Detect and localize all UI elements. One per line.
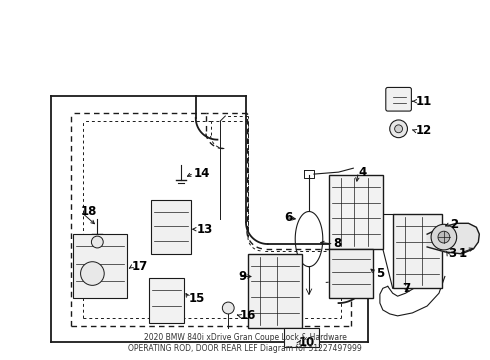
- Bar: [149, 278, 184, 323]
- Bar: [329, 249, 373, 298]
- Bar: [248, 254, 302, 328]
- Text: 6: 6: [284, 211, 293, 224]
- Text: 1: 1: [459, 247, 467, 260]
- Circle shape: [80, 262, 104, 285]
- Text: 11: 11: [416, 95, 432, 108]
- Text: 7: 7: [402, 282, 411, 295]
- Circle shape: [394, 125, 402, 133]
- Text: 13: 13: [197, 223, 213, 236]
- Bar: [73, 234, 127, 298]
- Circle shape: [438, 231, 450, 243]
- Text: 15: 15: [189, 292, 205, 305]
- Text: 9: 9: [238, 270, 246, 283]
- Circle shape: [431, 224, 457, 250]
- Text: 18: 18: [80, 205, 97, 218]
- Text: 8: 8: [334, 238, 342, 251]
- Bar: [151, 200, 191, 254]
- Polygon shape: [427, 223, 479, 254]
- Bar: [329, 175, 383, 249]
- Text: 3: 3: [448, 247, 456, 260]
- Bar: [392, 215, 442, 288]
- Text: 2: 2: [450, 218, 458, 231]
- Text: 5: 5: [376, 267, 384, 280]
- Text: 12: 12: [416, 124, 432, 137]
- Text: 4: 4: [358, 166, 367, 179]
- FancyBboxPatch shape: [386, 87, 412, 111]
- Text: 2020 BMW 840i xDrive Gran Coupe Lock & Hardware
OPERATING ROD, DOOR REAR LEF Dia: 2020 BMW 840i xDrive Gran Coupe Lock & H…: [128, 333, 362, 353]
- Text: 10: 10: [299, 336, 316, 349]
- Circle shape: [222, 302, 234, 314]
- Text: 16: 16: [240, 309, 256, 322]
- Circle shape: [390, 120, 408, 138]
- Bar: [284, 328, 319, 347]
- Text: 17: 17: [132, 260, 148, 273]
- Text: 14: 14: [194, 167, 210, 180]
- Circle shape: [92, 236, 103, 248]
